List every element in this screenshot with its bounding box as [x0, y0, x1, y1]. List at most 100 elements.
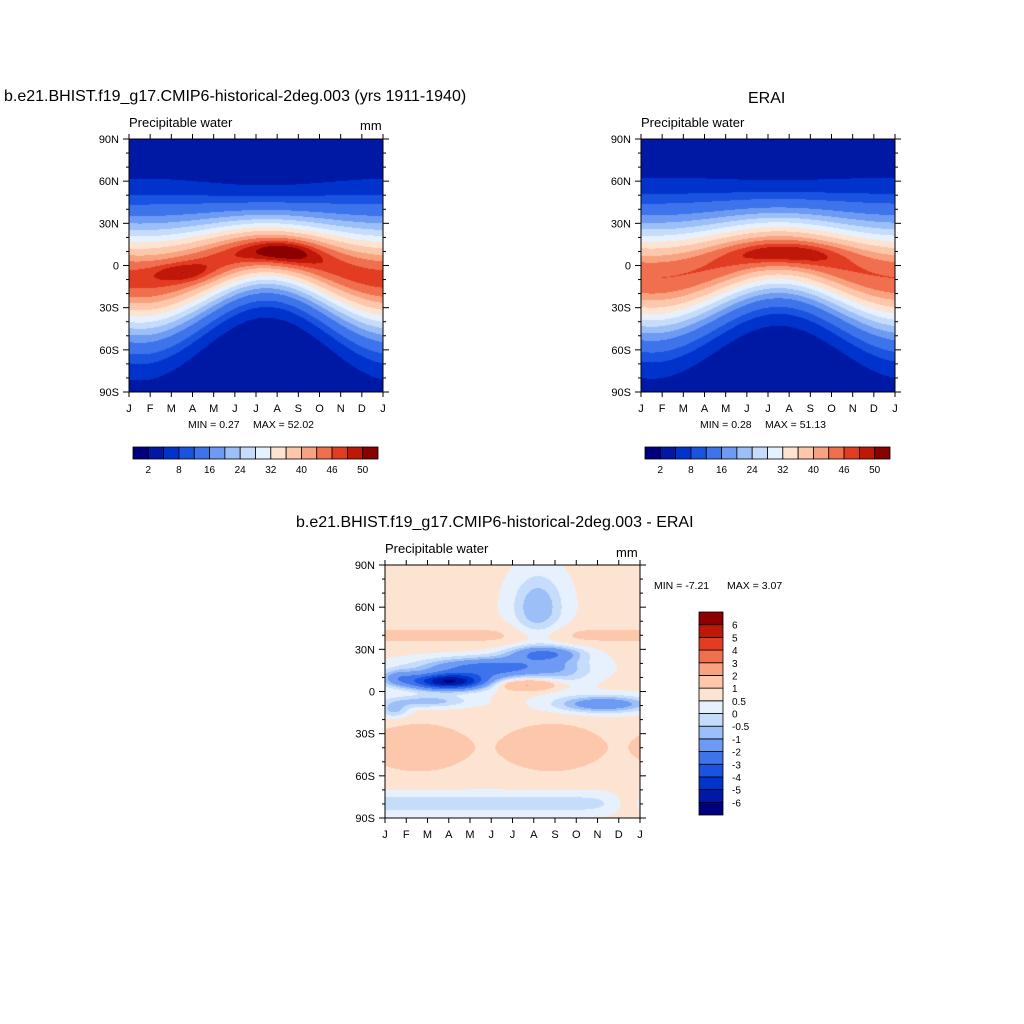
- colorbar-tick-label: 46: [839, 465, 851, 476]
- x-tick-label: S: [807, 403, 814, 415]
- y-tick-label: 30S: [99, 303, 119, 315]
- x-tick-label: J: [380, 403, 386, 415]
- colorbar-tick-label: 0: [732, 710, 738, 721]
- colorbar-tick-label: -5: [732, 786, 741, 797]
- colorbar-tick-label: 32: [265, 465, 277, 476]
- x-tick-label: J: [892, 403, 898, 415]
- x-tick-label: F: [147, 403, 154, 415]
- colorbar-tick-label: 50: [869, 465, 881, 476]
- panel2-max-label: MAX = 51.13: [765, 419, 826, 431]
- x-tick-label: J: [126, 403, 132, 415]
- panel3-title: b.e21.BHIST.f19_g17.CMIP6-historical-2de…: [296, 514, 694, 531]
- colorbar-tick-label: 46: [327, 465, 339, 476]
- y-tick-label: 30N: [99, 218, 119, 230]
- x-tick-label: S: [295, 403, 302, 415]
- colorbar-box: [698, 700, 724, 714]
- panel2-variable-label: Precipitable water: [641, 115, 745, 130]
- colorbar-box: [698, 675, 724, 689]
- y-tick-label: 60N: [99, 176, 119, 188]
- y-tick-label: 30N: [355, 644, 375, 656]
- x-tick-label: N: [594, 829, 602, 841]
- colorbar-tick-label: 2: [146, 465, 152, 476]
- y-tick-label: 90S: [355, 813, 375, 825]
- colorbar-tick-label: 40: [296, 465, 308, 476]
- colorbar-box: [698, 751, 724, 765]
- y-tick-label: 0: [369, 687, 375, 699]
- panel3-field: [385, 565, 640, 818]
- y-tick-label: 30N: [611, 218, 631, 230]
- colorbar-tick-label: 2: [658, 465, 664, 476]
- x-tick-label: N: [337, 403, 345, 415]
- panel3-units-label: mm: [616, 545, 638, 560]
- colorbar-tick-label: 4: [732, 646, 738, 657]
- x-tick-label: A: [445, 829, 453, 841]
- y-tick-label: 0: [625, 261, 631, 273]
- y-tick-label: 90S: [611, 387, 631, 399]
- y-tick-label: 30S: [611, 303, 631, 315]
- y-tick-label: 0: [113, 261, 119, 273]
- x-tick-label: S: [551, 829, 558, 841]
- x-tick-label: M: [167, 403, 176, 415]
- x-tick-label: A: [273, 403, 281, 415]
- y-tick-label: 90N: [355, 560, 375, 572]
- colorbar-tick-label: 2: [732, 671, 738, 682]
- colorbar-tick-label: 32: [777, 465, 789, 476]
- y-tick-label: 90S: [99, 387, 119, 399]
- y-tick-label: 60S: [355, 771, 375, 783]
- panel1-min-label: MIN = 0.27: [188, 419, 240, 431]
- colorbar-box: [698, 763, 724, 778]
- y-tick-label: 90N: [611, 134, 631, 146]
- panel3-min-label: MIN = -7.21: [654, 580, 710, 592]
- colorbar-box: [698, 713, 724, 727]
- colorbar-tick-label: -4: [732, 773, 741, 784]
- colorbar-tick-label: 6: [732, 621, 738, 632]
- colorbar-box: [698, 636, 724, 651]
- x-tick-label: J: [638, 403, 644, 415]
- x-tick-label: J: [637, 829, 643, 841]
- colorbar-box: [698, 649, 724, 664]
- panel2-min-label: MIN = 0.28: [700, 419, 752, 431]
- x-tick-label: A: [189, 403, 197, 415]
- colorbar-tick-label: 0.5: [732, 697, 746, 708]
- x-tick-label: M: [721, 403, 730, 415]
- x-tick-label: D: [358, 403, 366, 415]
- panel1-title: b.e21.BHIST.f19_g17.CMIP6-historical-2de…: [4, 88, 467, 105]
- x-tick-label: J: [382, 829, 388, 841]
- x-tick-label: J: [253, 403, 259, 415]
- x-tick-label: D: [870, 403, 878, 415]
- y-tick-label: 30S: [355, 729, 375, 741]
- x-tick-label: F: [659, 403, 666, 415]
- x-tick-label: J: [510, 829, 516, 841]
- y-tick-label: 60N: [355, 602, 375, 614]
- panel2-field: [641, 139, 895, 392]
- x-tick-label: J: [232, 403, 238, 415]
- x-tick-label: M: [209, 403, 218, 415]
- colorbar-box: [698, 662, 724, 676]
- colorbar-tick-label: 5: [732, 633, 738, 644]
- panel3-max-label: MAX = 3.07: [727, 580, 783, 592]
- colorbar-box: [874, 446, 891, 460]
- x-tick-label: A: [701, 403, 709, 415]
- panel3-variable-label: Precipitable water: [385, 541, 489, 556]
- panel1-field: [129, 139, 383, 392]
- colorbar-tick-label: 3: [732, 659, 738, 670]
- x-tick-label: F: [403, 829, 410, 841]
- panel1-units-label: mm: [360, 118, 382, 133]
- x-tick-label: O: [572, 829, 581, 841]
- colorbar-tick-label: 50: [357, 465, 369, 476]
- y-tick-label: 90N: [99, 134, 119, 146]
- colorbar-box: [698, 687, 724, 702]
- y-tick-label: 60N: [611, 176, 631, 188]
- colorbar-tick-label: 40: [808, 465, 820, 476]
- y-tick-label: 60S: [611, 345, 631, 357]
- colorbar-box: [698, 776, 724, 791]
- colorbar-tick-label: -1: [732, 735, 741, 746]
- colorbar-box: [698, 789, 724, 803]
- x-tick-label: O: [315, 403, 324, 415]
- colorbar-tick-label: 16: [204, 465, 216, 476]
